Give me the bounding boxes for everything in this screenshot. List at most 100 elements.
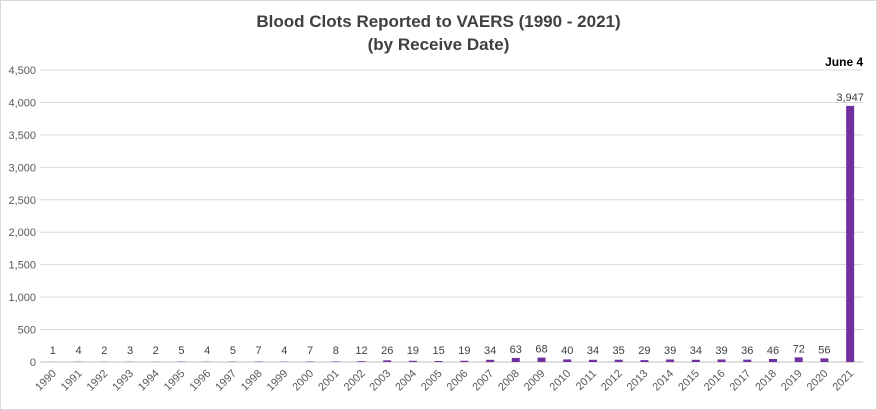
gridlines [40,69,863,363]
x-tick-label-1998: 1998 [239,368,265,394]
x-tick-label-1994: 1994 [136,368,162,394]
data-label-2012: 35 [613,345,625,357]
data-label-2021: 3,947 [836,92,864,104]
bar-2016 [717,359,726,362]
data-label-2011: 34 [587,345,599,357]
x-tick-label-1991: 1991 [59,368,85,394]
data-label-2018: 46 [767,345,779,357]
bar-2013 [640,360,649,362]
data-label-2016: 39 [715,345,727,357]
data-label-1991: 4 [76,345,82,357]
data-label-2009: 68 [535,344,547,356]
bar-2012 [614,359,623,362]
x-tick-label-2009: 2009 [522,368,548,394]
data-label-1996: 4 [204,345,210,357]
x-tick-label-1995: 1995 [162,368,188,394]
data-label-2008: 63 [510,344,522,356]
x-tick-label-2018: 2018 [753,368,779,394]
data-label-2002: 12 [355,345,367,357]
bar-2020 [820,358,829,362]
bar-2021 [846,105,855,363]
x-tick-label-2019: 2019 [779,368,805,394]
x-tick-label-1990: 1990 [33,368,59,394]
data-label-2001: 8 [333,345,339,357]
data-label-2005: 15 [433,345,445,357]
bar-2014 [666,359,675,362]
data-label-2006: 19 [458,345,470,357]
bar-2018 [768,359,777,362]
x-tick-label-2020: 2020 [805,368,831,394]
data-label-2004: 19 [407,345,419,357]
bar-2001 [331,361,340,362]
y-tick-label: 1,000 [8,292,36,304]
bar-2008 [511,357,520,362]
data-label-2019: 72 [793,343,805,355]
data-label-2000: 7 [307,345,313,357]
data-label-1999: 4 [281,345,287,357]
x-tick-label-2002: 2002 [342,368,368,394]
chart-title: Blood Clots Reported to VAERS (1990 - 20… [256,12,621,31]
bar-2009 [537,357,546,362]
chart-subtitle: (by Receive Date) [367,35,510,54]
x-tick-label-1992: 1992 [85,368,111,394]
data-label-1997: 5 [230,345,236,357]
bar-2002 [357,361,366,362]
bar-2004 [408,360,417,362]
x-tick-label-2001: 2001 [316,368,342,394]
bar-2003 [383,360,392,362]
x-tick-label-2004: 2004 [393,368,419,394]
x-tick-label-2010: 2010 [548,368,574,394]
data-label-1990: 1 [50,345,56,357]
data-labels: 1 4 2 3 2 5 4 5 7 4 7 8 12 26 19 15 19 34 63 68 40 34 35 29 39 34… [50,92,864,357]
data-label-2013: 29 [638,345,650,357]
bar-2011 [588,359,597,362]
data-label-1994: 2 [153,345,159,357]
x-tick-label-1997: 1997 [213,368,239,394]
y-axis: 0 500 1,000 1,500 2,000 2,500 3,000 3,500 4,000 4… [8,65,36,369]
data-label-2017: 36 [741,345,753,357]
data-label-2007: 34 [484,345,496,357]
x-tick-label-2015: 2015 [676,368,702,394]
annotation-june-4: June 4 [825,55,863,69]
data-label-2015: 34 [690,345,702,357]
x-tick-label-2005: 2005 [419,368,445,394]
x-tick-label-1999: 1999 [265,368,291,394]
y-tick-label: 1,500 [8,260,36,272]
data-label-2010: 40 [561,345,573,357]
data-label-1995: 5 [178,345,184,357]
y-tick-label: 4,500 [8,65,36,77]
data-label-2020: 56 [818,344,830,356]
bars [48,105,855,363]
x-tick-label-1996: 1996 [187,368,213,394]
x-tick-label-2012: 2012 [599,368,625,394]
y-tick-label: 0 [30,357,36,369]
bar-2019 [794,357,803,362]
data-label-2014: 39 [664,345,676,357]
x-tick-label-2003: 2003 [368,368,394,394]
bar-2015 [691,359,700,362]
x-tick-label-1993: 1993 [110,368,136,394]
bar-2006 [460,360,469,362]
y-tick-label: 4,000 [8,97,36,109]
x-axis: 1990 1991 1992 1993 1994 1995 1996 1997 1998 1999… [33,368,856,394]
y-tick-label: 2,500 [8,195,36,207]
data-label-1998: 7 [256,345,262,357]
x-tick-label-2007: 2007 [470,368,496,394]
x-tick-label-2017: 2017 [728,368,754,394]
data-label-2003: 26 [381,345,393,357]
x-tick-label-2006: 2006 [445,368,471,394]
y-tick-label: 3,500 [8,130,36,142]
x-tick-label-2016: 2016 [702,368,728,394]
bar-2007 [486,359,495,362]
bar-2010 [563,359,572,362]
data-label-1992: 2 [101,345,107,357]
x-tick-label-2011: 2011 [574,368,599,393]
data-label-1993: 3 [127,345,133,357]
x-tick-label-2021: 2021 [830,368,856,394]
y-tick-label: 2,000 [8,227,36,239]
bar-2005 [434,361,443,362]
y-tick-label: 500 [18,325,36,337]
x-tick-label-2000: 2000 [290,368,316,394]
x-tick-label-2008: 2008 [496,368,522,394]
